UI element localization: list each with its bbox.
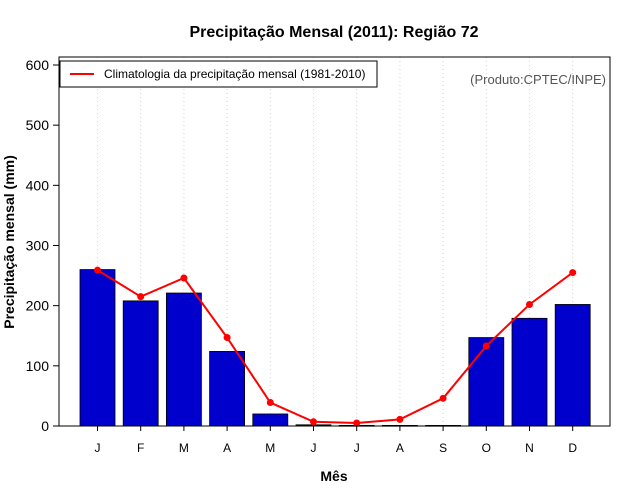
x-tick-label: A bbox=[396, 441, 404, 455]
climatology-point bbox=[137, 293, 145, 301]
climatology-point bbox=[482, 342, 490, 350]
y-axis-title: Precipitação mensal (mm) bbox=[1, 155, 17, 329]
climatology-point bbox=[94, 266, 101, 274]
x-tick-label: J bbox=[95, 441, 101, 455]
bars-layer bbox=[79, 269, 591, 427]
x-tick-label: D bbox=[568, 441, 577, 455]
legend-box bbox=[59, 60, 378, 88]
climatology-point bbox=[180, 274, 188, 282]
y-tick-label: 0 bbox=[41, 418, 49, 434]
x-tick-label: M bbox=[265, 441, 275, 455]
climatology-point bbox=[310, 418, 317, 426]
y-tick-label: 500 bbox=[26, 117, 50, 133]
climatology-point bbox=[526, 300, 533, 308]
x-tick-label: O bbox=[482, 441, 491, 455]
y-tick-label: 600 bbox=[26, 57, 50, 73]
bar bbox=[554, 304, 591, 427]
bar bbox=[209, 350, 246, 427]
x-tick-label: N bbox=[525, 441, 534, 455]
climatology-point bbox=[439, 394, 447, 402]
y-tick-label: 100 bbox=[26, 358, 50, 374]
x-tick-label: M bbox=[179, 441, 189, 455]
climatology-point bbox=[266, 399, 274, 407]
source-annotation: (Produto:CPTEC/INPE) bbox=[470, 72, 606, 87]
line-layer bbox=[94, 266, 577, 427]
climatology-point bbox=[353, 419, 361, 427]
x-tick-label: S bbox=[439, 441, 447, 455]
climatology-point bbox=[569, 269, 577, 277]
x-tick-label: F bbox=[137, 441, 144, 455]
climatology-point bbox=[396, 415, 404, 423]
bar bbox=[252, 413, 289, 427]
legend-label: Climatologia da precipitação mensal (198… bbox=[104, 67, 365, 81]
y-tick-label: 400 bbox=[26, 177, 50, 193]
bar bbox=[468, 337, 505, 427]
bar bbox=[511, 317, 548, 427]
plot-frame bbox=[58, 56, 611, 427]
bar bbox=[79, 269, 116, 427]
bar bbox=[165, 292, 202, 427]
chart-title: Precipitação Mensal (2011): Região 72 bbox=[189, 24, 478, 41]
x-axis-title: Mês bbox=[320, 468, 347, 484]
legend: Climatologia da precipitação mensal (198… bbox=[59, 60, 378, 88]
climatology-point bbox=[223, 334, 231, 342]
x-tick-label: A bbox=[223, 441, 231, 455]
x-tick-label: J bbox=[354, 441, 360, 455]
x-tick-label: J bbox=[311, 441, 317, 455]
y-tick-label: 300 bbox=[26, 238, 50, 254]
climatology-line bbox=[96, 269, 574, 424]
bar bbox=[122, 300, 159, 427]
grid-layer bbox=[97, 57, 574, 426]
y-tick-label: 200 bbox=[26, 298, 50, 314]
y-axis: 0 100 200 300 400 500 600 bbox=[26, 57, 59, 434]
